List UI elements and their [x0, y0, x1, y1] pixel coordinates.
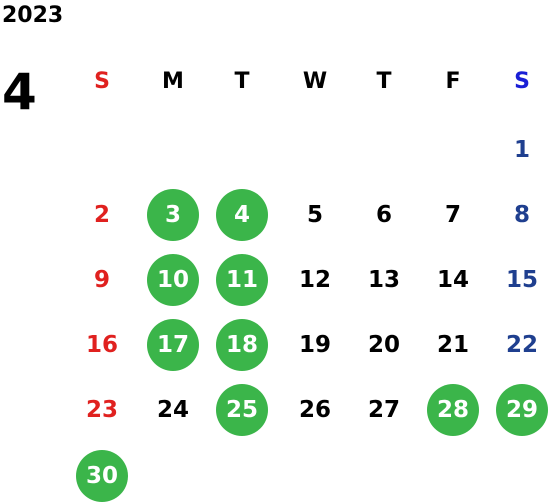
- month-number: 4: [2, 63, 37, 121]
- day-cell-18[interactable]: 18: [216, 319, 268, 371]
- day-cell-16[interactable]: 16: [85, 332, 118, 358]
- day-cell-25[interactable]: 25: [216, 384, 268, 436]
- day-cell-20[interactable]: 20: [367, 332, 400, 358]
- day-cell-4[interactable]: 4: [216, 189, 268, 241]
- weekday-wednesday: W: [302, 68, 328, 94]
- day-cell-1[interactable]: 1: [513, 137, 530, 163]
- day-cell-9[interactable]: 9: [93, 267, 110, 293]
- day-cell-14[interactable]: 14: [436, 267, 469, 293]
- day-cell-17[interactable]: 17: [147, 319, 199, 371]
- weekday-monday: M: [162, 68, 184, 94]
- weekday-thursday: T: [376, 68, 392, 94]
- day-cell-5[interactable]: 5: [306, 202, 323, 228]
- day-cell-23[interactable]: 23: [85, 397, 118, 423]
- day-cell-28[interactable]: 28: [427, 384, 479, 436]
- day-cell-26[interactable]: 26: [298, 397, 331, 423]
- day-cell-2[interactable]: 2: [93, 202, 110, 228]
- day-cell-8[interactable]: 8: [513, 202, 530, 228]
- day-cell-13[interactable]: 13: [367, 267, 400, 293]
- day-cell-11[interactable]: 11: [216, 254, 268, 306]
- day-cell-12[interactable]: 12: [298, 267, 331, 293]
- day-cell-21[interactable]: 21: [436, 332, 469, 358]
- day-cell-30[interactable]: 30: [76, 450, 128, 502]
- year-label: 2023: [2, 3, 64, 28]
- weekday-saturday: S: [514, 68, 530, 94]
- day-cell-24[interactable]: 24: [156, 397, 189, 423]
- day-cell-15[interactable]: 15: [505, 267, 538, 293]
- day-cell-27[interactable]: 27: [367, 397, 400, 423]
- day-cell-10[interactable]: 10: [147, 254, 199, 306]
- day-cell-7[interactable]: 7: [444, 202, 461, 228]
- weekday-tuesday: T: [234, 68, 250, 94]
- day-cell-3[interactable]: 3: [147, 189, 199, 241]
- day-cell-6[interactable]: 6: [375, 202, 392, 228]
- weekday-friday: F: [445, 68, 461, 94]
- weekday-sunday: S: [94, 68, 110, 94]
- day-cell-19[interactable]: 19: [298, 332, 331, 358]
- day-cell-22[interactable]: 22: [505, 332, 538, 358]
- day-cell-29[interactable]: 29: [496, 384, 548, 436]
